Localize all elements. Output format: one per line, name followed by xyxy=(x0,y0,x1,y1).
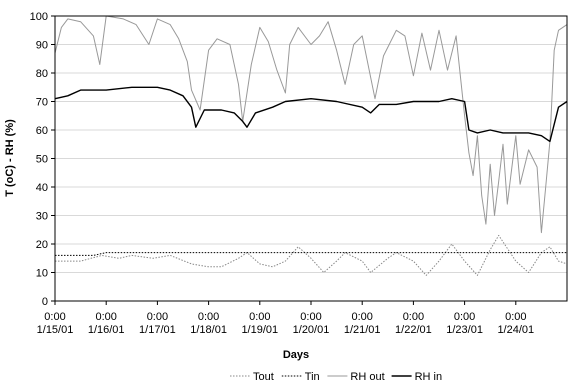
x-tick-time-label: 0:00 xyxy=(351,311,372,323)
x-tick-date-label: 1/15/01 xyxy=(37,324,74,336)
y-tick-label: 40 xyxy=(36,182,48,194)
series-line-tout xyxy=(55,234,568,276)
x-tick-time-label: 0:00 xyxy=(454,311,475,323)
y-axis-title: T (oC) - RH (%) xyxy=(4,119,16,197)
legend-label: Tin xyxy=(305,371,320,383)
x-tick-time-label: 0:00 xyxy=(198,311,219,323)
x-tick-time-label: 0:00 xyxy=(249,311,270,323)
x-tick-date-label: 1/22/01 xyxy=(395,324,432,336)
x-tick-time-label: 0:00 xyxy=(300,311,321,323)
x-tick-time-label: 0:00 xyxy=(505,311,526,323)
y-tick-label: 60 xyxy=(36,125,48,137)
legend-label: RH out xyxy=(350,371,384,383)
x-tick-date-label: 1/19/01 xyxy=(241,324,278,336)
y-tick-label: 20 xyxy=(36,239,48,251)
y-tick-label: 90 xyxy=(36,40,48,52)
legend-label: RH in xyxy=(415,371,443,383)
y-tick-label: 100 xyxy=(30,11,48,23)
x-tick-date-label: 1/23/01 xyxy=(446,324,483,336)
tick-labels: 01020304050607080901000:001/15/010:001/1… xyxy=(30,11,535,336)
y-tick-label: 0 xyxy=(42,296,48,308)
y-tick-label: 10 xyxy=(36,268,48,280)
x-axis-title: Days xyxy=(283,349,309,361)
y-tick-label: 80 xyxy=(36,68,48,80)
x-tick-date-label: 1/20/01 xyxy=(293,324,330,336)
x-tick-time-label: 0:00 xyxy=(95,311,116,323)
gridlines xyxy=(55,44,567,273)
legend: Tout Tin RH out RH in xyxy=(230,371,442,383)
x-tick-date-label: 1/18/01 xyxy=(190,324,227,336)
y-tick-label: 70 xyxy=(36,97,48,109)
x-tick-time-label: 0:00 xyxy=(147,311,168,323)
series-line-rh-in xyxy=(54,86,568,143)
x-tick-date-label: 1/16/01 xyxy=(88,324,125,336)
series-lines xyxy=(54,15,568,276)
x-tick-time-label: 0:00 xyxy=(44,311,65,323)
y-tick-label: 50 xyxy=(36,154,48,166)
y-tick-label: 30 xyxy=(36,211,48,223)
x-tick-date-label: 1/24/01 xyxy=(497,324,534,336)
x-tick-time-label: 0:00 xyxy=(403,311,424,323)
series-line-rh-out xyxy=(54,15,568,234)
x-tick-date-label: 1/17/01 xyxy=(139,324,176,336)
legend-label: Tout xyxy=(253,371,274,383)
x-tick-date-label: 1/21/01 xyxy=(344,324,381,336)
